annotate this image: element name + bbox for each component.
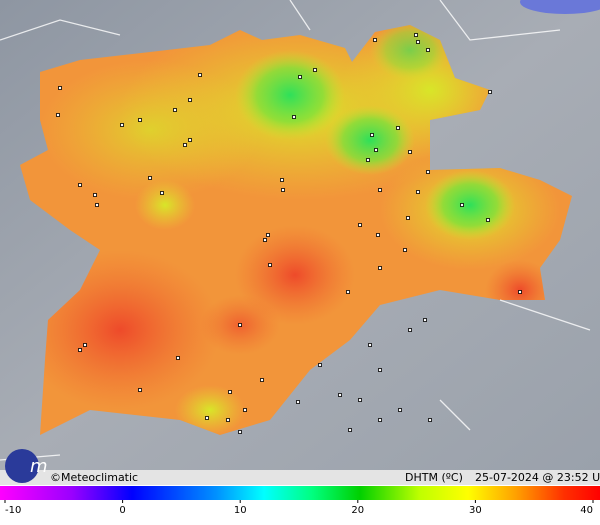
station-dot — [414, 33, 418, 37]
station-dot — [281, 188, 285, 192]
station-dot — [238, 430, 242, 434]
station-dot — [460, 203, 464, 207]
station-dot — [292, 115, 296, 119]
station-dot — [176, 356, 180, 360]
station-dot — [138, 388, 142, 392]
station-dot — [428, 418, 432, 422]
station-dot — [260, 378, 264, 382]
colorbar-tick-label: 0 — [119, 505, 125, 516]
colorbar-tick-label: 20 — [351, 505, 364, 516]
colorbar-tick-label: 40 — [580, 505, 593, 516]
station-dot — [406, 216, 410, 220]
station-dot — [95, 203, 99, 207]
station-dot — [148, 176, 152, 180]
station-dot — [188, 98, 192, 102]
station-dot — [313, 68, 317, 72]
station-dot — [280, 178, 284, 182]
station-dot — [78, 183, 82, 187]
station-dot — [358, 223, 362, 227]
borders — [0, 0, 590, 460]
station-dot — [205, 416, 209, 420]
station-dot — [518, 290, 522, 294]
station-dot — [378, 188, 382, 192]
station-dot — [376, 233, 380, 237]
station-dot — [374, 148, 378, 152]
station-dot — [83, 343, 87, 347]
station-dot — [423, 318, 427, 322]
station-dot — [160, 191, 164, 195]
station-dot — [78, 348, 82, 352]
logo — [5, 449, 39, 483]
stations — [56, 33, 522, 434]
station-dot — [296, 400, 300, 404]
station-dot — [138, 118, 142, 122]
station-dot — [338, 393, 342, 397]
station-dot — [426, 170, 430, 174]
station-dot — [358, 398, 362, 402]
colorbar — [0, 486, 600, 500]
colorbar-tick-label: -10 — [5, 505, 21, 516]
station-dot — [426, 48, 430, 52]
variable: DHTM (ºC) — [405, 471, 463, 484]
station-dot — [298, 75, 302, 79]
station-dot — [268, 263, 272, 267]
station-dot — [228, 390, 232, 394]
station-dot — [348, 428, 352, 432]
colorbar-tick-label: 10 — [234, 505, 247, 516]
station-dot — [416, 40, 420, 44]
station-dot — [398, 408, 402, 412]
station-dot — [368, 343, 372, 347]
station-dot — [198, 73, 202, 77]
footer-bar — [0, 470, 600, 485]
station-dot — [370, 133, 374, 137]
station-dot — [366, 158, 370, 162]
station-dot — [226, 418, 230, 422]
station-dot — [416, 190, 420, 194]
station-dot — [408, 328, 412, 332]
station-dot — [120, 123, 124, 127]
station-dot — [266, 233, 270, 237]
station-dot — [486, 218, 490, 222]
station-dot — [263, 238, 267, 242]
station-dot — [346, 290, 350, 294]
station-dot — [318, 363, 322, 367]
station-dot — [173, 108, 177, 112]
station-dot — [488, 90, 492, 94]
station-dot — [56, 113, 60, 117]
station-dot — [378, 368, 382, 372]
station-dot — [396, 126, 400, 130]
sea — [520, 0, 600, 14]
station-dot — [378, 418, 382, 422]
station-dot — [403, 248, 407, 252]
station-dot — [408, 150, 412, 154]
station-dot — [93, 193, 97, 197]
credit: ©Meteoclimatic — [50, 471, 138, 484]
station-dot — [238, 323, 242, 327]
station-dot — [188, 138, 192, 142]
station-dot — [243, 408, 247, 412]
colorbar-tick-label: 30 — [469, 505, 482, 516]
station-dot — [183, 143, 187, 147]
station-dot — [378, 266, 382, 270]
logo-mark: m — [30, 456, 48, 477]
station-dot — [58, 86, 62, 90]
station-dot — [373, 38, 377, 42]
timestamp: 25-07-2024 @ 23:52 UTC — [475, 471, 600, 484]
